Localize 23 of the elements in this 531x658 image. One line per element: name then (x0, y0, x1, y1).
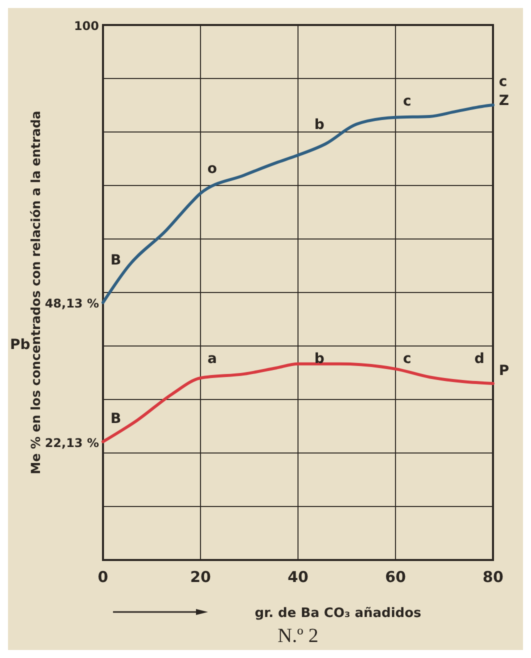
x-tick-label: 60 (385, 568, 406, 586)
text: 48,13 % (44, 296, 99, 311)
text: P (498, 363, 510, 380)
x-tick-label: 20 (190, 568, 211, 586)
text: N.º 2 (278, 625, 318, 647)
annotation: B (110, 252, 122, 268)
annotation: o (207, 160, 218, 177)
annotation: B (110, 411, 122, 428)
text: 100 (74, 19, 99, 33)
x-axis-title: gr. de Ba CO₃ añadidos (254, 606, 422, 621)
text: Pb (10, 336, 30, 353)
x-tick-label: 40 (288, 568, 308, 586)
annotation: b (314, 116, 324, 133)
x-tick-label: 80 (482, 568, 504, 586)
annotation: a (207, 350, 217, 367)
text: 22,13 % (44, 436, 99, 450)
annotation: d (474, 350, 484, 367)
x-tick-label: 0 (98, 568, 108, 586)
text: c (498, 74, 508, 90)
annotation: c (403, 93, 412, 110)
text: Z (498, 92, 510, 109)
y-axis-title: Me % en los concentrados con relación a la entrada (28, 110, 43, 474)
annotation: c (403, 350, 412, 367)
